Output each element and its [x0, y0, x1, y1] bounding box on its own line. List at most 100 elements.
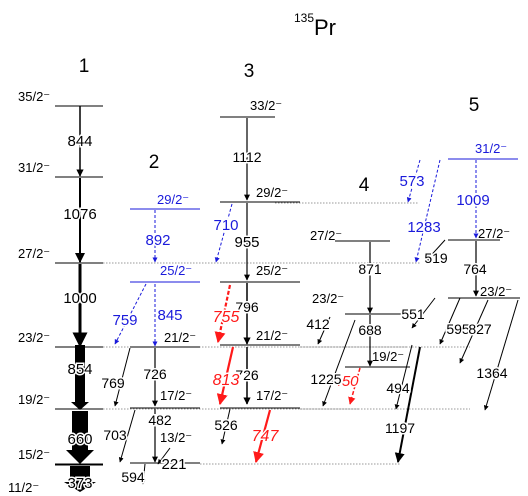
gamma-energy-label-450: 450 [333, 373, 359, 390]
level-spin-b3-29-2: 29/2⁻ [256, 185, 288, 200]
title-element-symbol: Pr [314, 15, 336, 40]
gamma-energy-label-1112: 1112 [232, 149, 261, 165]
level-spin-b4-23-2: 23/2⁻ [312, 291, 344, 306]
level-lines [55, 105, 520, 466]
gamma-energy-label-813: 813 [213, 372, 240, 389]
gamma-1225-line [322, 319, 356, 407]
level-spin-b2-25-2: 25/2⁻ [160, 263, 192, 278]
gamma-1364-line [483, 299, 519, 411]
interband-blue [114, 159, 441, 345]
level-spin-b1-15-2: 15/2⁻ [18, 447, 50, 462]
level-spin-b3-17-2: 17/2⁻ [256, 388, 288, 403]
gamma-526-line [220, 408, 231, 445]
gamma-energy-label-519: 519 [424, 250, 448, 266]
gamma-energy-label-551: 551 [401, 306, 425, 322]
gamma-energy-label-710: 710 [213, 217, 238, 234]
gamma-energy-label-1225: 1225 [310, 371, 341, 387]
level-spin-b1-27-2: 27/2⁻ [18, 246, 50, 261]
gamma-energy-label-892: 892 [145, 232, 170, 249]
level-spin-b5-31-2: 31/2⁻ [475, 141, 507, 156]
gamma-energy-label-1364: 1364 [476, 365, 507, 381]
level-spin-b1-23-2: 23/2⁻ [18, 330, 50, 345]
level-labels: 11/2⁻ 15/2⁻ 19/2⁻ 23/2⁻ 27/2⁻ 31/2⁻ 35/2⁻ 13/2⁻… [8, 89, 512, 495]
level-spin-b1-11-2: 11/2⁻ [8, 480, 39, 495]
band-label-3: 3 [244, 61, 255, 82]
gamma-energy-label-796: 796 [235, 299, 259, 315]
band-label-1: 1 [79, 56, 90, 77]
gamma-595-line [439, 297, 461, 345]
gamma-1283-line [414, 159, 441, 263]
gamma-energy-label-1283: 1283 [407, 219, 440, 236]
gamma-494-line [394, 344, 413, 410]
gamma-energy-label-871: 871 [358, 261, 382, 277]
gamma-energy-label-764: 764 [463, 261, 487, 277]
gamma-594-line [140, 463, 146, 485]
gamma-energy-label-221: 221 [161, 456, 186, 473]
gamma-710-line [214, 203, 233, 263]
band-label-2: 2 [149, 152, 160, 173]
gamma-373-arrow [64, 466, 96, 492]
gamma-labels: 373 660 854 1000 1076 844 594 703 769 221 482 726 84… [62, 132, 509, 494]
gamma-221-line [157, 447, 171, 465]
gamma-energy-label-755: 755 [213, 309, 240, 326]
gamma-energy-label-769: 769 [101, 375, 125, 391]
gamma-energy-label-595: 595 [446, 321, 470, 337]
level-spin-b3-21-2: 21/2⁻ [256, 328, 288, 343]
gamma-energy-label-1197: 1197 [385, 420, 415, 436]
level-spin-b1-19-2: 19/2⁻ [18, 392, 50, 407]
level-spin-b5-27-2: 27/2⁻ [478, 226, 510, 241]
level-spin-b4-19-2: 19/2⁻ [372, 349, 404, 364]
gamma-energy-label-703: 703 [103, 427, 127, 443]
gamma-660-arrow [66, 411, 94, 464]
level-spin-b3-33-2: 33/2⁻ [250, 98, 282, 113]
gamma-energy-label-688: 688 [358, 322, 382, 338]
level-spin-b1-31-2: 31/2⁻ [18, 160, 50, 175]
gamma-energy-label-373: 373 [67, 475, 92, 492]
gamma-energy-label-1009: 1009 [456, 192, 489, 209]
gamma-energy-label-1076: 1076 [63, 206, 96, 223]
gamma-energy-label-827: 827 [468, 321, 492, 337]
level-spin-b2-13-2: 13/2⁻ [160, 430, 192, 445]
gamma-1197-line [394, 346, 421, 463]
gamma-573-line [406, 159, 421, 203]
gamma-energy-label-573: 573 [399, 173, 424, 190]
gamma-energy-label-845: 845 [157, 307, 182, 324]
gamma-755-line [214, 284, 232, 344]
gamma-769-line [113, 347, 131, 407]
title-mass-number: 135 [294, 11, 314, 25]
gamma-energy-label-844: 844 [67, 133, 92, 150]
gamma-energy-label-526: 526 [214, 417, 238, 433]
gamma-519-line [424, 239, 446, 263]
gamma-412-line [317, 316, 331, 345]
gamma-energy-label-726: 726 [143, 366, 167, 382]
gamma-energy-label-412: 412 [306, 316, 330, 332]
band-1-cascade [64, 106, 96, 492]
gamma-energy-label-660: 660 [67, 431, 92, 448]
gamma-703-line [118, 409, 136, 463]
gamma-energy-label-494: 494 [386, 380, 410, 396]
gamma-450-line [348, 367, 361, 405]
interband-black [113, 239, 519, 485]
level-spin-b1-35-2: 35/2⁻ [18, 89, 50, 104]
band-label-4: 4 [359, 175, 370, 196]
level-spin-b2-17-2: 17/2⁻ [160, 388, 192, 403]
gamma-854-arrow [71, 345, 89, 410]
gamma-energy-label-726: 726 [235, 367, 259, 383]
level-spin-b5-23-2: 23/2⁻ [480, 284, 512, 299]
interband-red [214, 284, 361, 464]
gamma-energy-label-1000: 1000 [63, 290, 96, 307]
level-spin-b2-21-2: 21/2⁻ [164, 330, 196, 345]
gamma-813-line [216, 346, 235, 406]
gamma-energy-label-759: 759 [112, 312, 137, 329]
level-spin-b3-25-2: 25/2⁻ [256, 263, 288, 278]
gamma-energy-label-854: 854 [67, 361, 92, 378]
gamma-759-line [114, 283, 147, 345]
gamma-energy-label-955: 955 [234, 234, 259, 251]
band-label-5: 5 [469, 95, 480, 116]
gamma-827-line [459, 299, 489, 364]
gamma-energy-label-594: 594 [121, 469, 145, 485]
level-spin-b4-27-2: 27/2⁻ [310, 228, 342, 243]
gamma-747-line [253, 409, 272, 464]
